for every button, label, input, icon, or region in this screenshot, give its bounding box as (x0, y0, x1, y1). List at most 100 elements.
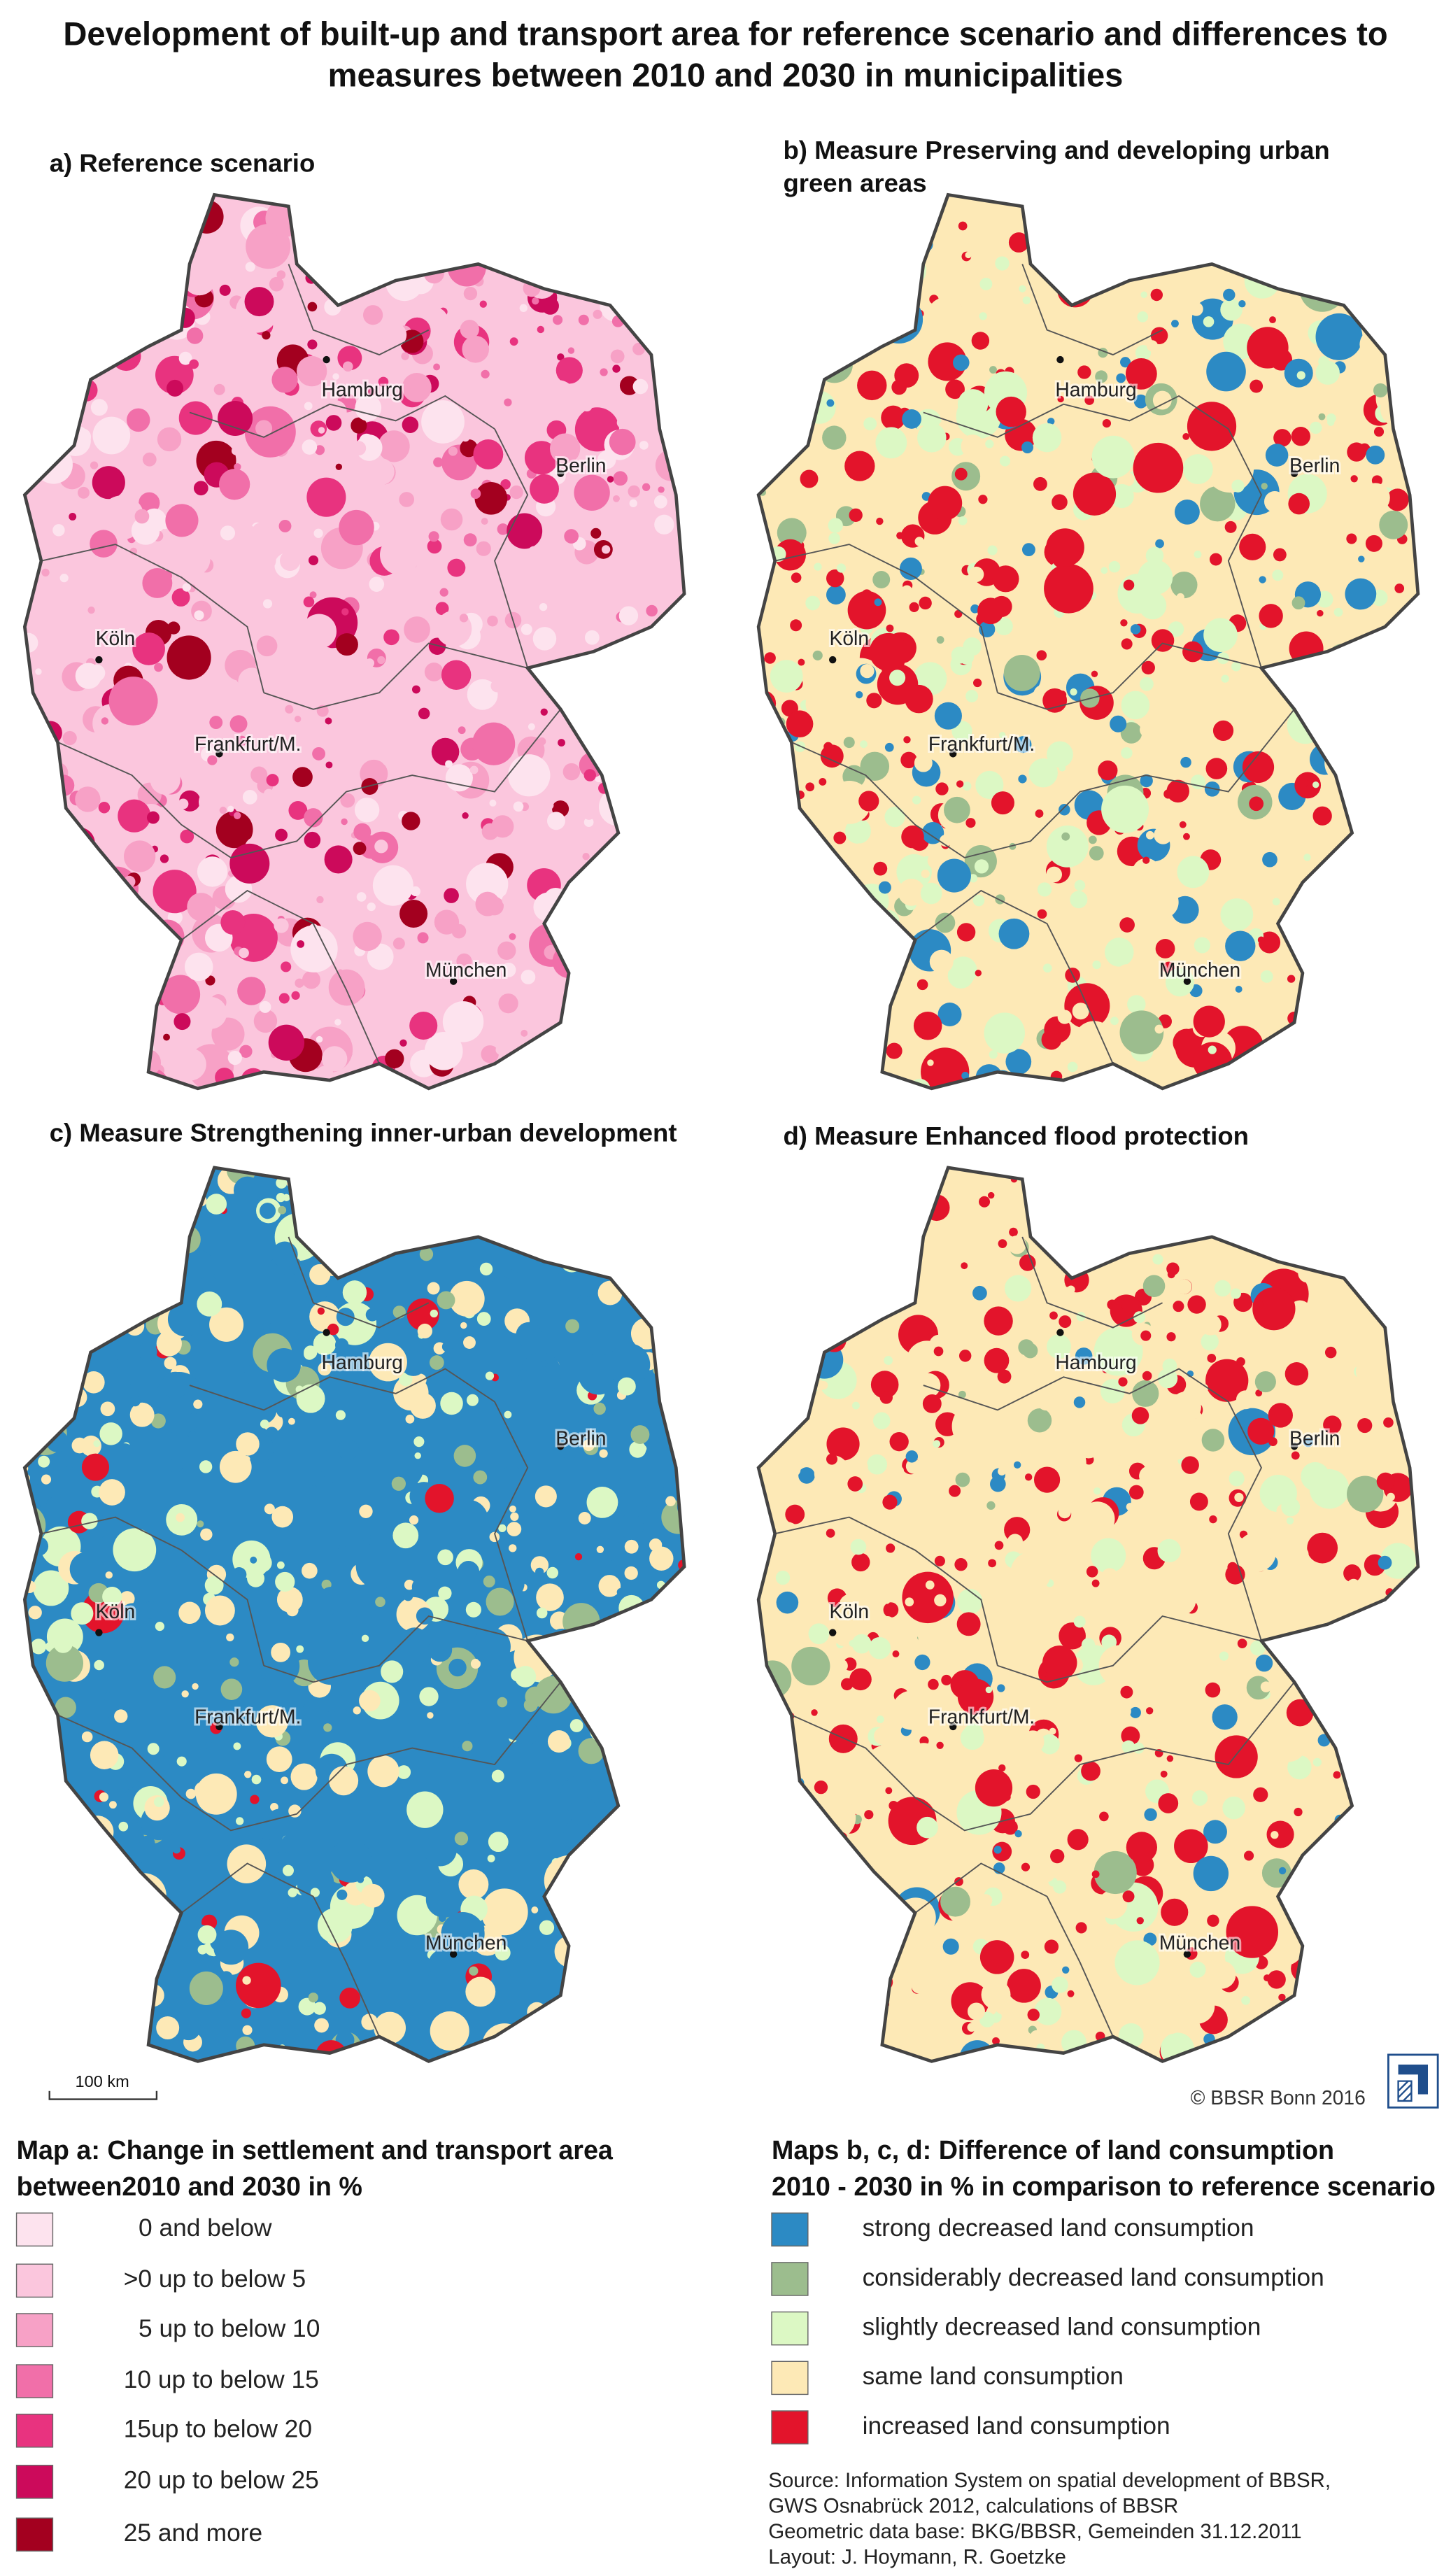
municipality-patch (554, 1935, 587, 1968)
municipality-patch (121, 1873, 167, 1918)
municipality-patch (332, 373, 339, 380)
municipality-patch (1226, 1069, 1244, 1087)
municipality-patch (1261, 1858, 1291, 1888)
municipality-patch (593, 217, 607, 230)
city-dot (949, 1722, 957, 1731)
municipality-patch (1100, 567, 1108, 574)
municipality-patch (472, 2062, 483, 2074)
state-border (1227, 428, 1263, 669)
municipality-patch (780, 1909, 788, 1916)
municipality-patch (1312, 914, 1322, 924)
municipality-patch (937, 1003, 962, 1026)
municipality-patch (178, 401, 213, 435)
municipality-patch (462, 812, 469, 819)
municipality-patch (1247, 327, 1289, 369)
municipality-patch (654, 514, 674, 535)
municipality-patch (80, 183, 89, 192)
municipality-patch (243, 1455, 250, 1463)
municipality-patch (660, 1878, 679, 1897)
municipality-patch (816, 346, 853, 383)
municipality-patch (119, 1383, 136, 1399)
municipality-patch (1309, 1361, 1322, 1375)
city-label: Berlin (555, 1427, 606, 1449)
municipality-patch (944, 1628, 953, 1636)
municipality-patch (1345, 1873, 1353, 1881)
municipality-patch (1406, 1778, 1418, 1804)
municipality-patch (884, 807, 905, 828)
municipality-patch (788, 1464, 801, 1476)
city-label: Köln (829, 627, 869, 649)
source-line: Geometric data base: BKG/BBSR, Gemeinden… (768, 2520, 1301, 2543)
municipality-patch (614, 256, 628, 269)
municipality-patch (549, 2021, 556, 2029)
municipality-patch (125, 1205, 169, 1248)
municipality-patch (1049, 1311, 1058, 1320)
municipality-patch (1319, 1859, 1354, 1894)
municipality-patch (764, 1270, 780, 1286)
municipality-patch (409, 1515, 419, 1525)
city-dot (1183, 1950, 1191, 1958)
municipality-patch (213, 383, 225, 395)
municipality-patch (275, 194, 291, 201)
municipality-patch (831, 1308, 858, 1336)
municipality-patch (334, 1019, 341, 1026)
legend-label: 20 up to below 25 (124, 2467, 319, 2494)
municipality-patch (538, 737, 546, 746)
municipality-patch (642, 705, 652, 715)
municipality-patch (410, 378, 427, 396)
municipality-patch (473, 439, 504, 469)
municipality-patch (467, 1384, 481, 1398)
municipality-patch (565, 1167, 578, 1169)
municipality-patch (90, 194, 129, 234)
municipality-patch (826, 585, 846, 605)
municipality-patch (555, 258, 584, 287)
municipality-patch (28, 1606, 42, 1620)
legend-swatch (771, 2361, 809, 2395)
municipality-patch (365, 2058, 378, 2062)
municipality-patch (847, 2034, 886, 2062)
municipality-patch (686, 875, 695, 884)
municipality-patch (1089, 846, 1104, 861)
municipality-patch (1120, 722, 1142, 744)
municipality-patch (1166, 1224, 1184, 1242)
municipality-patch (1032, 423, 1062, 453)
municipality-patch (1411, 1876, 1418, 1890)
municipality-patch (1050, 1849, 1065, 1864)
municipality-patch (643, 758, 672, 788)
municipality-patch (486, 1224, 494, 1231)
municipality-patch (1112, 237, 1126, 252)
municipality-patch (661, 1167, 685, 1189)
municipality-patch (470, 1659, 481, 1669)
municipality-patch (758, 872, 774, 891)
municipality-patch (132, 632, 165, 665)
municipality-patch (307, 302, 318, 312)
municipality-patch (774, 400, 786, 412)
municipality-patch (24, 1051, 51, 1084)
municipality-patch (1403, 1583, 1414, 1593)
municipality-patch (44, 1797, 59, 1812)
municipality-patch (546, 667, 554, 674)
municipality-patch (1166, 1685, 1191, 1711)
municipality-patch (274, 658, 285, 669)
municipality-patch (108, 677, 158, 726)
municipality-patch (1416, 920, 1418, 940)
municipality-patch (1341, 222, 1350, 232)
municipality-patch (146, 1908, 162, 1925)
municipality-patch (361, 1634, 369, 1643)
municipality-patch (456, 953, 472, 969)
municipality-patch (979, 1568, 987, 1576)
municipality-patch (567, 243, 589, 264)
city-dot (449, 977, 458, 985)
municipality-patch (1132, 858, 1161, 886)
municipality-patch (79, 2025, 90, 2036)
municipality-patch (925, 1580, 935, 1590)
municipality-patch (1024, 709, 1034, 719)
municipality-patch (1312, 1757, 1322, 1767)
municipality-patch (1276, 515, 1284, 522)
municipality-patch (308, 555, 319, 566)
municipality-patch (780, 864, 805, 889)
municipality-patch (1413, 1860, 1418, 1876)
municipality-patch (1040, 1671, 1047, 1678)
municipality-patch (479, 1262, 493, 1276)
municipality-patch (874, 2001, 884, 2011)
